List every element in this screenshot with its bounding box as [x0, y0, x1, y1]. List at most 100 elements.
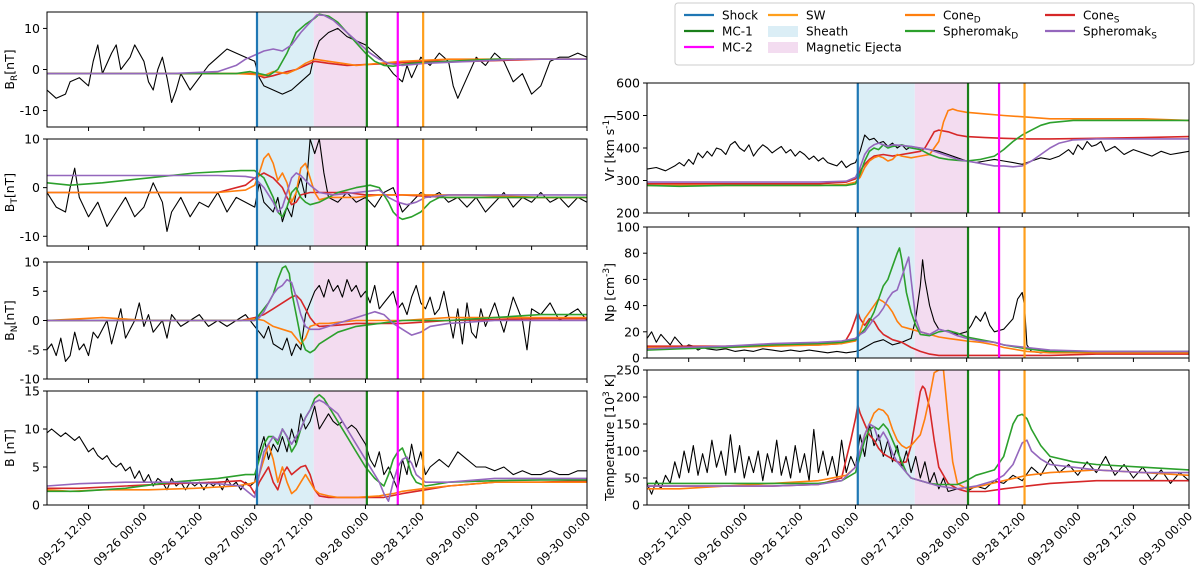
- panel-br: -10 0 10 BR[nT]: [2, 11, 588, 131]
- x-tick-label: 09-25 12:00: [635, 509, 695, 569]
- series-obs: [647, 259, 1189, 354]
- x-tick-label: 09-28 12:00: [969, 509, 1029, 569]
- series-sphS: [647, 256, 1189, 353]
- panel-np: 0 20 40 60 80 100 Np [cm-3]: [602, 220, 1190, 366]
- y-tick-label: 5: [32, 284, 40, 299]
- panels: -10010BR[nT]-10010BT[nT]-10-50510BN[nT]0…: [2, 11, 1196, 569]
- y-tick-label: 300: [616, 173, 640, 188]
- y-tick-label: 0: [632, 351, 640, 366]
- y-axis-label: Temperature [103 K]: [602, 374, 617, 502]
- y-tick-label: 100: [616, 444, 640, 459]
- series-sphS: [47, 14, 587, 75]
- legend-swatch: [768, 42, 798, 53]
- x-tick-label: 09-29 00:00: [1024, 509, 1084, 569]
- series-coneS: [47, 464, 587, 499]
- series-obs: [47, 27, 587, 103]
- legend-entry: Magnetic Ejecta: [768, 41, 902, 55]
- legend-label: SW: [806, 9, 826, 23]
- legend-label: Magnetic Ejecta: [806, 41, 902, 55]
- legend-label: ConeS: [1083, 9, 1120, 26]
- region-sheath: [857, 83, 915, 213]
- legend-swatch: [768, 26, 798, 37]
- x-tick-label: 09-26 00:00: [90, 509, 150, 569]
- panel-bt: -10 0 10 BT[nT]: [2, 132, 588, 250]
- y-tick-label: 0: [32, 62, 40, 77]
- y-tick-label: 10: [24, 422, 40, 437]
- legend-entry: SW: [768, 9, 826, 23]
- x-tick-label: 09-30 00:00: [1136, 509, 1196, 569]
- x-tick-label: 09-28 12:00: [367, 509, 427, 569]
- series-coneD: [647, 108, 1189, 187]
- series-coneS: [647, 385, 1189, 493]
- series-sphS: [47, 172, 587, 213]
- y-tick-label: 100: [616, 220, 640, 235]
- y-tick-label: 10: [24, 255, 40, 270]
- y-tick-label: 0: [32, 498, 40, 513]
- y-axis-label: Vr [km s-1]: [602, 115, 617, 181]
- x-tick-label: 09-28 00:00: [913, 509, 973, 569]
- y-axis-label: B [nT]: [2, 429, 17, 467]
- axes-frame: [46, 138, 588, 247]
- y-tick-label: 50: [624, 471, 640, 486]
- axes-frame: [46, 390, 588, 506]
- series-sphD: [647, 119, 1189, 188]
- x-tick-label: 09-30 00:00: [534, 509, 594, 569]
- series-obs: [47, 139, 587, 232]
- legend-entry: ConeD: [905, 9, 981, 26]
- legend-entry: Shock: [684, 9, 758, 23]
- y-tick-label: 10: [24, 132, 40, 147]
- legend-label: MC-2: [722, 41, 753, 55]
- y-tick-label: 40: [624, 298, 640, 313]
- y-tick-label: 200: [616, 390, 640, 405]
- x-tick-label: 09-27 00:00: [201, 509, 261, 569]
- axes-frame: [646, 369, 1190, 506]
- y-axis-label: BR[nT]: [2, 49, 20, 89]
- y-tick-label: 0: [32, 313, 40, 328]
- axes-frame: [646, 226, 1190, 359]
- series-obs: [647, 134, 1189, 172]
- region-sheath: [257, 12, 314, 127]
- panel-vr: 200 300 400 500 600 Vr [km s-1]: [602, 76, 1190, 221]
- x-tick-label: 09-29 12:00: [478, 509, 538, 569]
- x-tick-label: 09-26 12:00: [746, 509, 806, 569]
- y-tick-label: -10: [20, 229, 40, 244]
- y-tick-label: 150: [616, 417, 640, 432]
- legend-label: ConeD: [943, 9, 981, 26]
- series-obs: [47, 405, 587, 491]
- y-tick-label: 600: [616, 76, 640, 91]
- y-tick-label: 250: [616, 363, 640, 378]
- series-sphS: [647, 423, 1189, 490]
- y-axis-label: BT[nT]: [2, 173, 20, 212]
- y-tick-label: 10: [24, 21, 40, 36]
- series-coneD: [647, 298, 1189, 354]
- x-tick-label: 09-27 00:00: [802, 509, 862, 569]
- region-magnetic-ejecta: [914, 227, 969, 358]
- x-tick-label: 09-28 00:00: [312, 509, 372, 569]
- legend-entry: SpheromakD: [905, 25, 1018, 42]
- legend-label: SpheromakS: [1083, 25, 1157, 42]
- y-tick-label: -10: [20, 103, 40, 118]
- series-sphS: [47, 278, 587, 336]
- legend-label: Shock: [722, 9, 758, 23]
- legend-entry: SpheromakS: [1045, 25, 1157, 42]
- x-tick-label: 09-26 00:00: [691, 509, 751, 569]
- legend-label: SpheromakD: [943, 25, 1018, 42]
- legend-box: [674, 2, 1195, 66]
- legend: Shock MC-1 MC-2 SW Sheath Magnetic Ejecta Cone…: [674, 2, 1195, 66]
- y-tick-label: -5: [28, 342, 40, 357]
- y-tick-label: 20: [624, 324, 640, 339]
- y-tick-label: 5: [32, 460, 40, 475]
- y-axis-label: BN[nT]: [2, 300, 20, 341]
- series-obs: [47, 279, 587, 362]
- series-sphS: [47, 399, 587, 502]
- legend-entry: MC-2: [684, 41, 753, 55]
- y-tick-label: 80: [624, 246, 640, 261]
- y-axis-label: Np [cm-3]: [602, 263, 617, 322]
- y-tick-label: 0: [632, 498, 640, 513]
- y-tick-label: 60: [624, 272, 640, 287]
- legend-entry: Sheath: [768, 25, 848, 39]
- x-tick-label: 09-25 12:00: [35, 509, 95, 569]
- legend-label: MC-1: [722, 25, 753, 39]
